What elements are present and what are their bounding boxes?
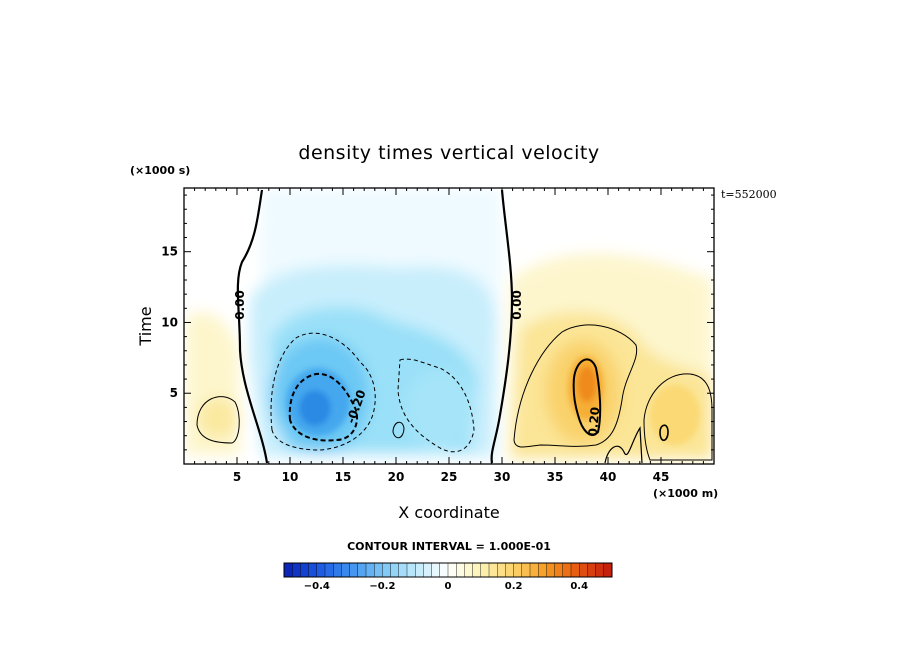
heatmap-field: 0.00 0.00 -0.20 0.20 [184, 188, 714, 464]
x-axis-label: X coordinate [398, 503, 499, 522]
timestamp: t=552000 [721, 188, 777, 201]
colorbar-cell [579, 562, 588, 578]
colorbar-cell [456, 562, 465, 578]
colorbar-cell [554, 562, 564, 578]
colorbar-cell [497, 562, 506, 578]
colorbar-tick-label: −0.2 [369, 581, 395, 592]
colorbar-cell [415, 562, 424, 578]
y-tick-label: 5 [170, 386, 178, 400]
x-tick-label: 15 [335, 470, 352, 484]
colorbar-cell [300, 562, 310, 578]
x-tick-label: 10 [282, 470, 299, 484]
colorbar-cell [398, 562, 408, 578]
x-tick-label: 30 [494, 470, 511, 484]
colorbar-cell [349, 562, 359, 578]
x-unit-label: (×1000 m) [653, 487, 718, 500]
colorbar-cell [374, 562, 383, 578]
colorbar-cell [529, 562, 539, 578]
x-tick-labels: 5 10 15 20 25 30 35 40 45 [233, 470, 670, 484]
colorbar-cell [357, 562, 367, 578]
colorbar-cell [595, 562, 605, 578]
y-axis-label: Time [136, 306, 155, 346]
x-tick-label: 45 [653, 470, 670, 484]
colorbar-tick-label: 0.4 [570, 581, 588, 592]
x-tick-label: 40 [600, 470, 617, 484]
colorbar-cell [423, 562, 433, 578]
colorbar-cell [562, 562, 572, 578]
colorbar-cell [292, 562, 301, 578]
colorbar-cell [431, 562, 441, 578]
colorbar-cell [365, 562, 375, 578]
colorbar-cell [439, 562, 449, 578]
contour-interval: CONTOUR INTERVAL = 1.000E-01 [347, 540, 551, 553]
colorbar-cell [538, 562, 547, 578]
colorbar-cell [382, 562, 392, 578]
colorbar-cell [283, 562, 293, 578]
axis-ticks [184, 188, 714, 464]
y-tick-label: 15 [161, 245, 178, 259]
zero-contour-east [490, 189, 514, 464]
colorbar-cell [570, 562, 580, 578]
colorbar-cell [521, 562, 531, 578]
contour-label-east: 0.00 [510, 290, 524, 320]
colorbar-cell [308, 562, 318, 578]
colorbar-cell [324, 562, 334, 578]
x-tick-label: 25 [441, 470, 458, 484]
colorbar-cell [316, 562, 326, 578]
colorbar-cell [406, 562, 416, 578]
colorbar-cell [488, 562, 498, 578]
colorbar-cell [447, 562, 457, 578]
y-unit-label: (×1000 s) [130, 164, 190, 177]
colorbar-cell [603, 562, 613, 578]
zero-contour-west [236, 189, 269, 464]
colorbar-frame [283, 562, 613, 578]
colorbar-cell [333, 562, 342, 578]
colorbar-tick-label: 0.2 [505, 581, 523, 592]
colorbar-cell [464, 562, 474, 578]
colorbar-cell [587, 562, 597, 578]
y-tick-labels: 5 10 15 [161, 245, 178, 401]
x-tick-label: 35 [547, 470, 564, 484]
colorbar-tick-label: −0.4 [304, 581, 330, 592]
colorbar-cell [546, 562, 556, 578]
colorbar-cell [341, 562, 351, 578]
colorbar-cell [505, 562, 515, 578]
colorbar-cell [480, 562, 490, 578]
y-tick-label: 10 [161, 315, 178, 329]
colorbar-cell [472, 562, 482, 578]
x-tick-label: 5 [233, 470, 241, 484]
colorbar-cell [513, 562, 523, 578]
contour-label-west: 0.00 [233, 290, 247, 320]
chart-title: density times vertical velocity [298, 142, 599, 164]
colorbar-tick-label: 0 [445, 581, 452, 592]
colorbar-cell [390, 562, 400, 578]
colorbar-labels: −0.4 −0.2 0 0.2 0.4 [304, 581, 588, 592]
x-tick-label: 20 [388, 470, 405, 484]
colorbar [283, 562, 613, 578]
contour-label-pos: 0.20 [586, 406, 603, 437]
